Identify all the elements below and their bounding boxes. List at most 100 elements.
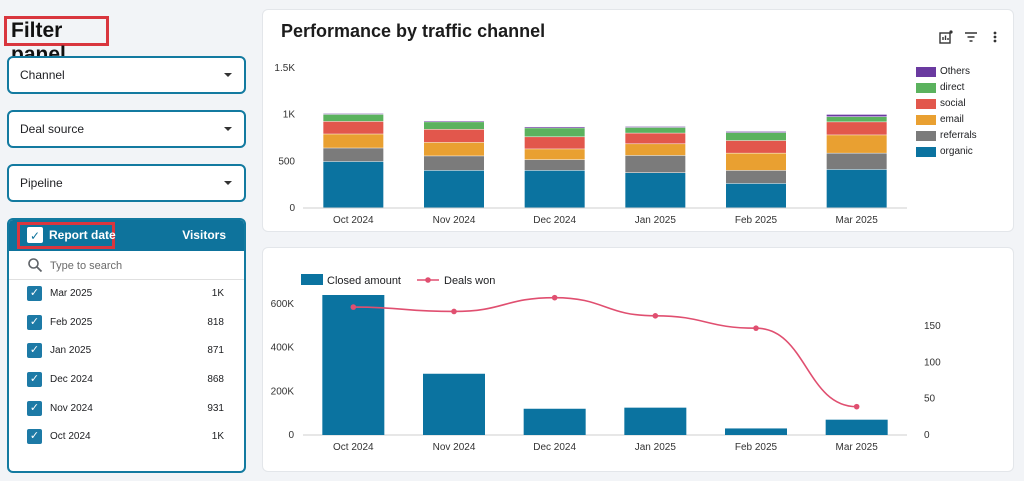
bar-segment-others [625, 126, 686, 128]
table-row[interactable]: ✓ Nov 2024 931 [9, 395, 244, 424]
row-value: 871 [207, 345, 224, 356]
bar-segment-direct [826, 117, 887, 122]
row-value: 818 [207, 317, 224, 328]
pipeline-dropdown[interactable]: Pipeline [7, 164, 246, 202]
line-deals-won [353, 296, 857, 408]
y-right-tick-label: 150 [924, 321, 941, 332]
bar-segment-social [323, 121, 384, 134]
legend-swatch [916, 147, 936, 157]
row-checkbox[interactable]: ✓ [27, 315, 42, 330]
select-all-checkbox[interactable]: ✓ [27, 227, 43, 243]
bar-segment-referrals [424, 156, 484, 171]
filter-panel-title: Filter panel [4, 16, 109, 66]
bar-segment-direct [726, 132, 786, 141]
bar-closed-amount [725, 428, 787, 435]
bar-closed-amount [825, 419, 888, 435]
bar-segment-email [625, 144, 686, 156]
more-vert-icon[interactable] [988, 30, 1002, 44]
search-input[interactable]: Type to search [50, 260, 123, 272]
legend-swatch [916, 83, 936, 93]
row-checkbox[interactable]: ✓ [27, 372, 42, 387]
y-left-tick-label: 600K [271, 299, 295, 310]
bar-segment-social [625, 133, 686, 144]
bar-segment-referrals [323, 148, 384, 162]
y-right-tick-label: 0 [924, 430, 930, 441]
legend-label: organic [940, 146, 973, 157]
bar-segment-others [726, 131, 786, 133]
legend-label: social [940, 98, 966, 109]
x-tick-label: Oct 2024 [333, 215, 374, 226]
row-label: Feb 2025 [50, 317, 93, 328]
row-checkbox[interactable]: ✓ [27, 286, 42, 301]
bar-segment-email [323, 134, 384, 148]
filter-icon[interactable] [964, 30, 978, 44]
legend-label: email [940, 114, 964, 125]
pipeline-dropdown-label: Pipeline [20, 176, 63, 190]
y-right-tick-label: 100 [924, 357, 941, 368]
bar-segment-direct [625, 127, 686, 133]
x-tick-label: Feb 2025 [735, 442, 778, 453]
bar-segment-organic [524, 170, 585, 208]
report-date-highlight [17, 222, 115, 249]
bar-segment-social [524, 137, 585, 149]
search-icon [28, 258, 43, 273]
legend-label: Others [940, 66, 971, 77]
combo-bar-line-chart: Closed amount Deals won 0 200K 400K 600K 0 50… [271, 274, 941, 453]
insights-icon[interactable] [939, 30, 953, 44]
bar-segment-direct [524, 128, 585, 137]
row-checkbox[interactable]: ✓ [27, 429, 42, 444]
bar-segment-referrals [826, 153, 887, 170]
row-value: 868 [207, 374, 224, 385]
bar-segment-organic [424, 170, 484, 208]
channel-dropdown[interactable]: Channel [7, 56, 246, 94]
bar-segment-organic [625, 173, 686, 208]
bar-segment-email [424, 142, 484, 156]
chevron-down-icon [224, 181, 232, 185]
legend-closed-amount[interactable]: Closed amount [327, 275, 401, 287]
table-header: ✓ Report date Visitors [9, 220, 244, 251]
table-row[interactable]: ✓ Feb 2025 818 [9, 309, 244, 338]
table-row[interactable]: ✓ Jan 2025 871 [9, 337, 244, 366]
bar-closed-amount [624, 407, 687, 435]
bar-segment-email [524, 149, 585, 160]
bar-closed-amount [523, 408, 586, 435]
report-date-column-header[interactable]: Report date [49, 228, 116, 242]
x-tick-label: Oct 2024 [333, 442, 374, 453]
bar-segment-referrals [625, 155, 686, 173]
legend-swatch-closed-amount [301, 274, 323, 285]
bar-segment-email [726, 153, 786, 171]
legend-swatch [916, 115, 936, 125]
bar-closed-amount [423, 373, 485, 435]
x-tick-label: Nov 2024 [433, 442, 476, 453]
row-checkbox[interactable]: ✓ [27, 343, 42, 358]
visitors-column-header[interactable]: Visitors [182, 228, 226, 242]
table-row[interactable]: ✓ Mar 2025 1K [9, 280, 244, 309]
chart-title: Performance by traffic channel [281, 21, 546, 41]
point-deals-won [551, 294, 558, 301]
bar-segment-social [726, 140, 786, 153]
y-left-tick-label: 400K [271, 343, 295, 354]
bar-segment-organic [323, 161, 384, 208]
x-tick-label: Dec 2024 [533, 215, 576, 226]
deal-source-dropdown[interactable]: Deal source [7, 110, 246, 148]
report-date-table: ✓ Report date Visitors Type to search ✓ … [7, 218, 246, 473]
legend-label: referrals [940, 130, 977, 141]
legend-deals-won[interactable]: Deals won [444, 275, 495, 287]
x-tick-label: Jan 2025 [635, 215, 677, 226]
row-checkbox[interactable]: ✓ [27, 401, 42, 416]
y-tick-label: 1K [283, 110, 296, 121]
channel-dropdown-label: Channel [20, 68, 65, 82]
bar-closed-amount [322, 295, 385, 435]
stacked-bar-chart: 0 500 1K 1.5K Oct 2024 Nov 2024 Dec 2024 Jan 20… [274, 63, 907, 226]
row-value: 931 [207, 403, 224, 414]
row-label: Oct 2024 [50, 431, 91, 442]
row-value: 1K [211, 431, 224, 442]
y-tick-label: 0 [289, 203, 295, 214]
table-row[interactable]: ✓ Oct 2024 1K [9, 423, 244, 452]
table-search[interactable]: Type to search [9, 251, 244, 280]
deal-source-dropdown-label: Deal source [20, 122, 85, 136]
x-tick-label: Nov 2024 [433, 215, 476, 226]
table-row[interactable]: ✓ Dec 2024 868 [9, 366, 244, 395]
point-deals-won [451, 308, 457, 315]
bar-segment-email [826, 135, 887, 153]
